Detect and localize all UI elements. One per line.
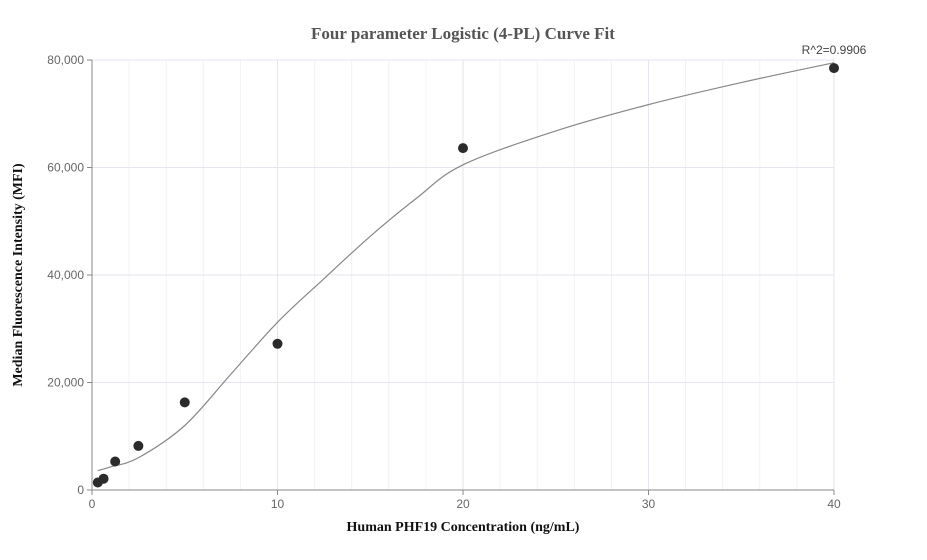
data-point [133, 440, 144, 451]
y-tick-label: 80,000 [47, 53, 84, 67]
r-squared-annotation: R^2=0.9906 [802, 43, 867, 57]
data-point [458, 143, 468, 154]
chart-title: Four parameter Logistic (4-PL) Curve Fit [311, 24, 615, 43]
y-tick-label: 20,000 [47, 376, 84, 390]
x-tick-label: 0 [89, 497, 96, 511]
y-axis-title: Median Fluorescence Intensity (MFI) [11, 163, 26, 387]
axes: 0 10 20 30 40 0 20,000 40,000 60,000 80,000 [47, 53, 841, 511]
x-axis-title: Human PHF19 Concentration (ng/mL) [347, 520, 580, 535]
data-point [272, 338, 283, 349]
fit-curve [97, 62, 835, 472]
data-point [110, 456, 121, 467]
data-points-layer [92, 63, 839, 488]
data-point [179, 397, 190, 408]
grid [92, 59, 835, 490]
x-tick-label: 20 [456, 497, 470, 511]
y-tick-label: 60,000 [47, 161, 84, 175]
data-point [98, 473, 109, 484]
data-point [829, 63, 839, 74]
y-tick-label: 40,000 [47, 268, 84, 282]
x-tick-label: 30 [642, 497, 656, 511]
y-tick-label: 0 [77, 483, 84, 497]
x-tick-label: 10 [271, 497, 285, 511]
fit-curve-layer [97, 62, 835, 472]
x-tick-label: 40 [827, 497, 841, 511]
